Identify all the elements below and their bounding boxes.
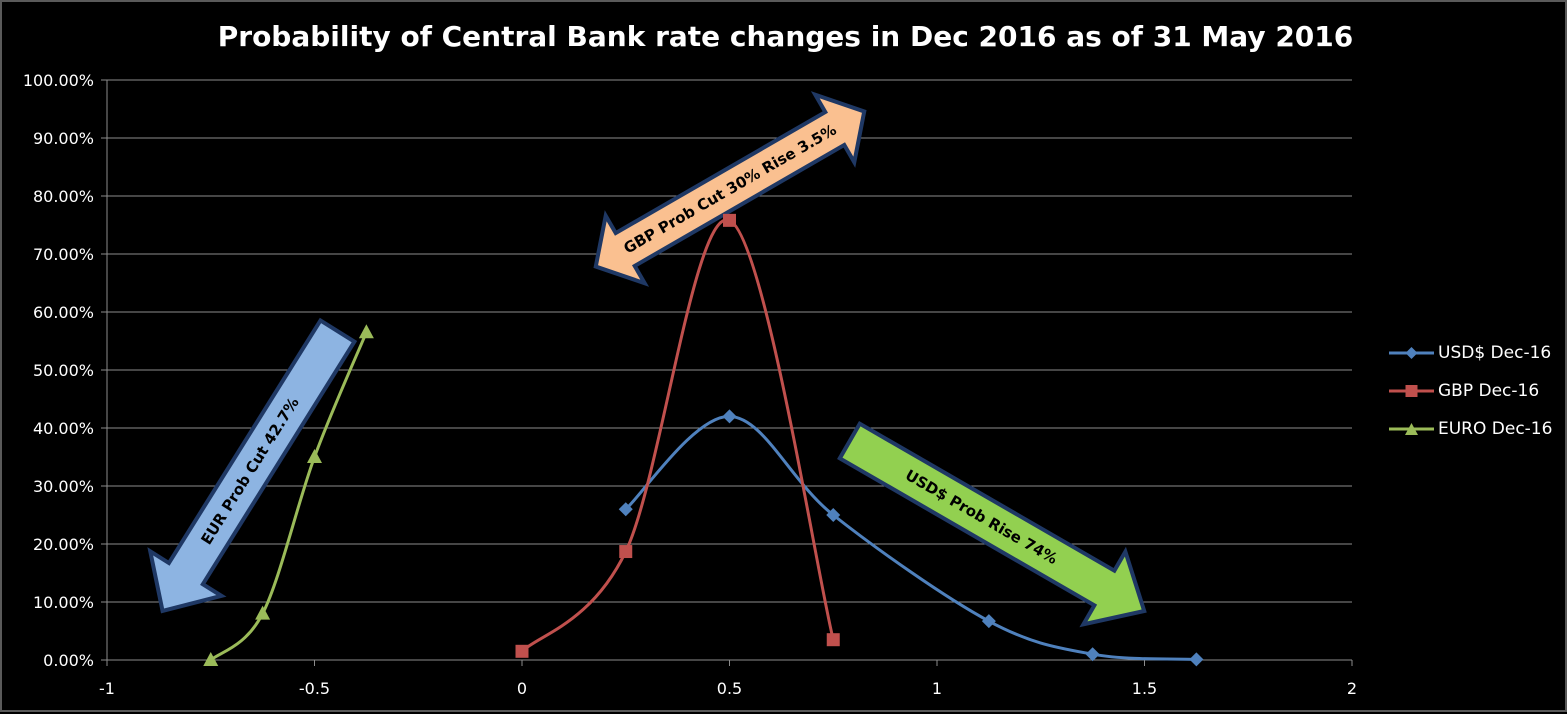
data-point-triangle bbox=[255, 605, 271, 620]
y-tick-label: 0.00% bbox=[43, 651, 94, 670]
legend-swatch-euro bbox=[1389, 423, 1434, 435]
legend: USD$ Dec-16 GBP Dec-16 EURO Dec-16 bbox=[1389, 334, 1552, 448]
data-point-diamond bbox=[618, 502, 633, 517]
legend-item-euro: EURO Dec-16 bbox=[1389, 410, 1552, 448]
data-point-triangle bbox=[358, 324, 374, 339]
y-tick-label: 20.00% bbox=[33, 535, 94, 554]
annotation-arrow-shape bbox=[837, 420, 1147, 628]
x-tick-label: 0.5 bbox=[717, 679, 742, 698]
legend-swatch-usd bbox=[1389, 347, 1434, 359]
annotation-arrow-eur: EUR Prob Cut 42.7% bbox=[147, 317, 358, 614]
series-line-1 bbox=[520, 218, 835, 653]
legend-item-gbp: GBP Dec-16 bbox=[1389, 372, 1552, 410]
data-point-diamond bbox=[1189, 652, 1204, 667]
data-point-triangle bbox=[307, 449, 322, 463]
legend-label-usd: USD$ Dec-16 bbox=[1438, 343, 1552, 363]
data-point-diamond bbox=[826, 508, 841, 522]
data-point-diamond bbox=[981, 614, 996, 629]
annotation-arrow-usd: USD$ Prob Rise 74% bbox=[837, 420, 1147, 628]
data-point-square bbox=[515, 644, 529, 658]
annotation-label-eur: EUR Prob Cut 42.7% bbox=[197, 394, 302, 548]
data-point-square bbox=[723, 213, 736, 227]
y-tick-label: 100.00% bbox=[23, 71, 94, 90]
legend-label-gbp: GBP Dec-16 bbox=[1438, 381, 1540, 401]
annotation-arrow-gbp: GBP Prob Cut 30% Rise 3.5% bbox=[593, 91, 867, 287]
x-tick-label: -1 bbox=[99, 679, 115, 698]
annotation-arrow-shape bbox=[593, 91, 867, 287]
legend-item-usd: USD$ Dec-16 bbox=[1389, 334, 1552, 372]
legend-label-euro: EURO Dec-16 bbox=[1438, 419, 1553, 439]
y-tick-label: 30.00% bbox=[33, 477, 94, 496]
x-tick-label: 1.5 bbox=[1132, 679, 1157, 698]
data-point-diamond bbox=[1085, 647, 1100, 662]
data-point-triangle bbox=[203, 652, 219, 666]
y-tick-label: 50.00% bbox=[33, 361, 94, 380]
y-tick-label: 70.00% bbox=[33, 245, 94, 264]
data-point-square bbox=[826, 633, 840, 647]
y-tick-label: 90.00% bbox=[33, 129, 94, 148]
y-tick-label: 10.00% bbox=[33, 593, 94, 612]
x-tick-label: -0.5 bbox=[299, 679, 330, 698]
data-point-diamond bbox=[722, 409, 737, 424]
chart-title: Probability of Central Bank rate changes… bbox=[217, 20, 1354, 53]
y-tick-label: 40.00% bbox=[33, 419, 94, 438]
legend-swatch-gbp bbox=[1389, 385, 1434, 397]
y-tick-label: 60.00% bbox=[33, 303, 94, 322]
annotation-arrow-shape bbox=[147, 317, 358, 614]
y-tick-label: 80.00% bbox=[33, 187, 94, 206]
x-tick-label: 2 bbox=[1347, 679, 1357, 698]
data-point-square bbox=[619, 545, 633, 559]
x-tick-label: 0 bbox=[517, 679, 527, 698]
annotation-label-gbp: GBP Prob Cut 30% Rise 3.5% bbox=[621, 121, 840, 258]
x-tick-label: 1 bbox=[932, 679, 942, 698]
annotation-label-usd: USD$ Prob Rise 74% bbox=[902, 466, 1061, 568]
series-line-2 bbox=[209, 331, 368, 662]
